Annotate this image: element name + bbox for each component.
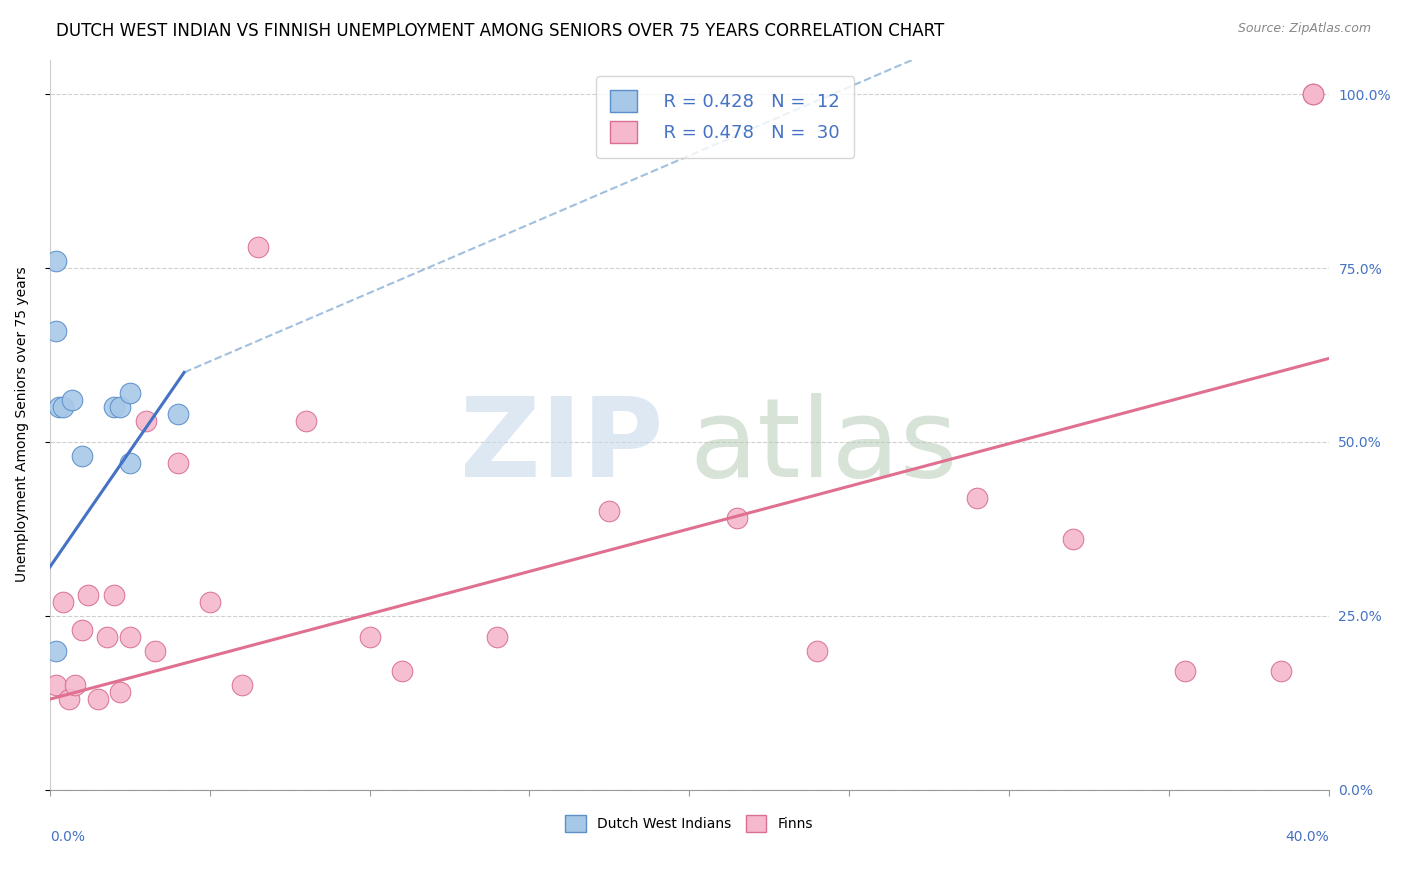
Text: atlas: atlas [689,393,957,500]
Point [103,588,125,602]
Point [45,254,67,268]
Point [806,643,828,657]
Point [359,630,381,644]
Point [60,393,83,408]
Text: DUTCH WEST INDIAN VS FINNISH UNEMPLOYMENT AMONG SENIORS OVER 75 YEARS CORRELATIO: DUTCH WEST INDIAN VS FINNISH UNEMPLOYMEN… [56,22,945,40]
Point [48,400,70,414]
Point [103,400,125,414]
Point [294,414,316,428]
Point [118,386,141,401]
Point [118,456,141,470]
Point [87,692,110,706]
Point [598,504,620,518]
Point [1302,87,1324,102]
Point [143,643,166,657]
Point [70,449,93,463]
Point [198,595,221,609]
Y-axis label: Unemployment Among Seniors over 75 years: Unemployment Among Seniors over 75 years [15,267,30,582]
Point [108,685,131,699]
Text: 0.0%: 0.0% [49,830,84,844]
Point [246,240,269,254]
Text: ZIP: ZIP [460,393,664,500]
Point [108,400,131,414]
Text: 40.0%: 40.0% [1285,830,1329,844]
Point [77,588,100,602]
Point [1062,533,1084,547]
Point [166,407,188,421]
Point [966,491,988,505]
Point [486,630,509,644]
Point [166,456,188,470]
Point [45,678,67,692]
Point [65,678,87,692]
Point [391,665,413,679]
Point [45,643,67,657]
Point [52,400,75,414]
Point [1302,87,1324,102]
Point [58,692,80,706]
Point [118,630,141,644]
Point [96,630,118,644]
Point [52,595,75,609]
Point [231,678,253,692]
Point [135,414,157,428]
Point [70,623,93,637]
Legend: Dutch West Indians, Finns: Dutch West Indians, Finns [560,809,818,838]
Point [1174,665,1197,679]
Point [1270,665,1292,679]
Text: Source: ZipAtlas.com: Source: ZipAtlas.com [1237,22,1371,36]
Point [725,511,748,525]
Point [45,324,67,338]
